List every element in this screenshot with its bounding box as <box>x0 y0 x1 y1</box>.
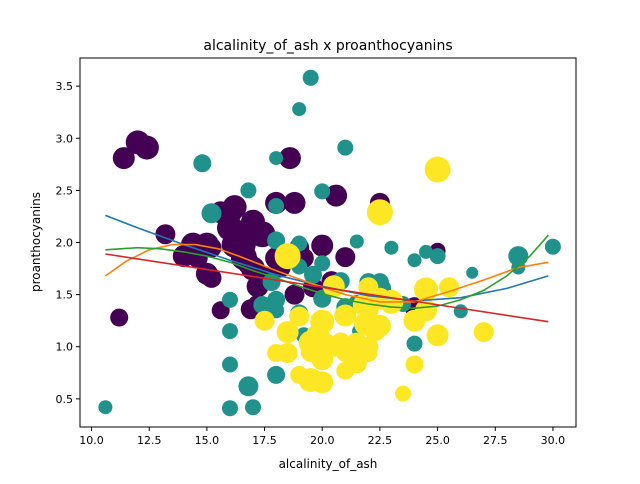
x-tick-label-6: 25.0 <box>425 434 450 447</box>
point-class1-12 <box>269 151 284 166</box>
point-class1-4 <box>222 356 238 373</box>
y-tick-label-3: 2.0 <box>56 237 74 250</box>
point-class1-24 <box>304 265 322 284</box>
trend-curve-3 <box>105 253 549 323</box>
point-class1-41 <box>407 253 422 268</box>
y-tick-label-4: 2.5 <box>56 184 74 197</box>
point-class1-7 <box>240 182 257 199</box>
point-class1-10 <box>253 296 272 314</box>
point-class0-11 <box>201 267 222 288</box>
point-class0-33 <box>283 191 306 214</box>
point-class0-38 <box>284 284 305 305</box>
point-class1-8 <box>238 376 259 397</box>
point-class2-11 <box>310 309 335 334</box>
y-tick-label-5: 3.0 <box>56 132 74 145</box>
point-class1-42 <box>406 335 423 352</box>
point-class1-43 <box>419 244 433 259</box>
point-class1-26 <box>314 255 331 272</box>
point-class2-4 <box>277 343 298 363</box>
point-class2-40 <box>426 324 449 347</box>
y-tick-label-6: 3.5 <box>56 80 74 93</box>
x-tick-label-7: 27.5 <box>483 434 508 447</box>
point-class2-32 <box>368 314 391 337</box>
point-class2-39 <box>424 156 451 183</box>
x-tick-label-8: 30.0 <box>541 434 566 447</box>
point-class1-32 <box>349 234 364 249</box>
point-class1-16 <box>267 365 286 384</box>
y-axis-ticks: 0.5 1.0 1.5 2.0 2.5 3.0 3.5 <box>56 80 80 406</box>
scatter-points <box>98 69 561 417</box>
point-class1-2 <box>201 203 222 224</box>
point-class1-49 <box>544 238 561 255</box>
point-class0-43 <box>325 184 348 207</box>
x-tick-label-5: 22.5 <box>368 434 393 447</box>
y-tick-label-1: 1.0 <box>56 341 74 354</box>
point-class2-36 <box>405 355 424 374</box>
point-class1-0 <box>98 400 113 415</box>
point-class1-25 <box>314 183 331 200</box>
point-class1-46 <box>466 266 479 279</box>
point-class1-9 <box>245 399 261 416</box>
point-class1-45 <box>453 304 468 319</box>
point-class0-41 <box>311 234 334 257</box>
chart-title: alcalinity_of_ash x proanthocyanins <box>203 38 452 54</box>
y-axis-label: proanthocyanins <box>29 192 43 292</box>
point-class2-37 <box>414 277 438 302</box>
point-class1-39 <box>384 240 399 255</box>
point-class2-20 <box>334 304 357 327</box>
x-tick-label-3: 17.5 <box>252 434 277 447</box>
point-class1-5 <box>222 323 238 340</box>
point-class1-30 <box>337 139 354 156</box>
point-class1-17 <box>267 231 286 250</box>
point-class2-3 <box>276 321 299 344</box>
point-class2-34 <box>395 385 411 402</box>
point-class2-2 <box>274 243 301 270</box>
point-class2-30 <box>366 199 393 226</box>
x-tick-label-2: 15.0 <box>195 434 220 447</box>
y-tick-label-0: 0.5 <box>56 393 74 406</box>
trend-curve-1 <box>104 243 549 303</box>
x-tick-label-0: 10.0 <box>79 434 104 447</box>
x-axis-label: alcalinity_of_ash <box>279 457 378 471</box>
point-class2-38 <box>415 299 437 322</box>
point-class1-23 <box>302 69 319 86</box>
point-class1-13 <box>268 198 285 214</box>
point-class2-28 <box>359 344 378 362</box>
x-axis-ticks: 10.0 12.5 15.0 17.5 20.0 22.5 25.0 27.5 30.0 <box>79 427 565 447</box>
x-tick-label-1: 12.5 <box>137 434 162 447</box>
point-class1-18 <box>292 102 307 117</box>
point-class1-3 <box>222 400 238 417</box>
point-class0-44 <box>335 247 356 268</box>
point-class2-5 <box>289 306 310 327</box>
point-class0-0 <box>112 147 135 170</box>
x-tick-label-4: 20.0 <box>310 434 335 447</box>
point-class1-44 <box>429 248 446 265</box>
point-class2-0 <box>254 310 275 331</box>
point-class1-6 <box>222 291 238 308</box>
trend-curve-2 <box>105 234 549 310</box>
point-class0-3 <box>134 135 159 160</box>
point-class2-42 <box>473 322 494 343</box>
trend-curves <box>104 214 549 323</box>
point-class0-1 <box>110 308 129 327</box>
point-class0-32 <box>278 147 301 170</box>
point-class2-12 <box>311 371 334 394</box>
y-tick-label-2: 1.5 <box>56 289 74 302</box>
point-class1-1 <box>193 154 212 173</box>
point-class0-15 <box>222 195 247 220</box>
